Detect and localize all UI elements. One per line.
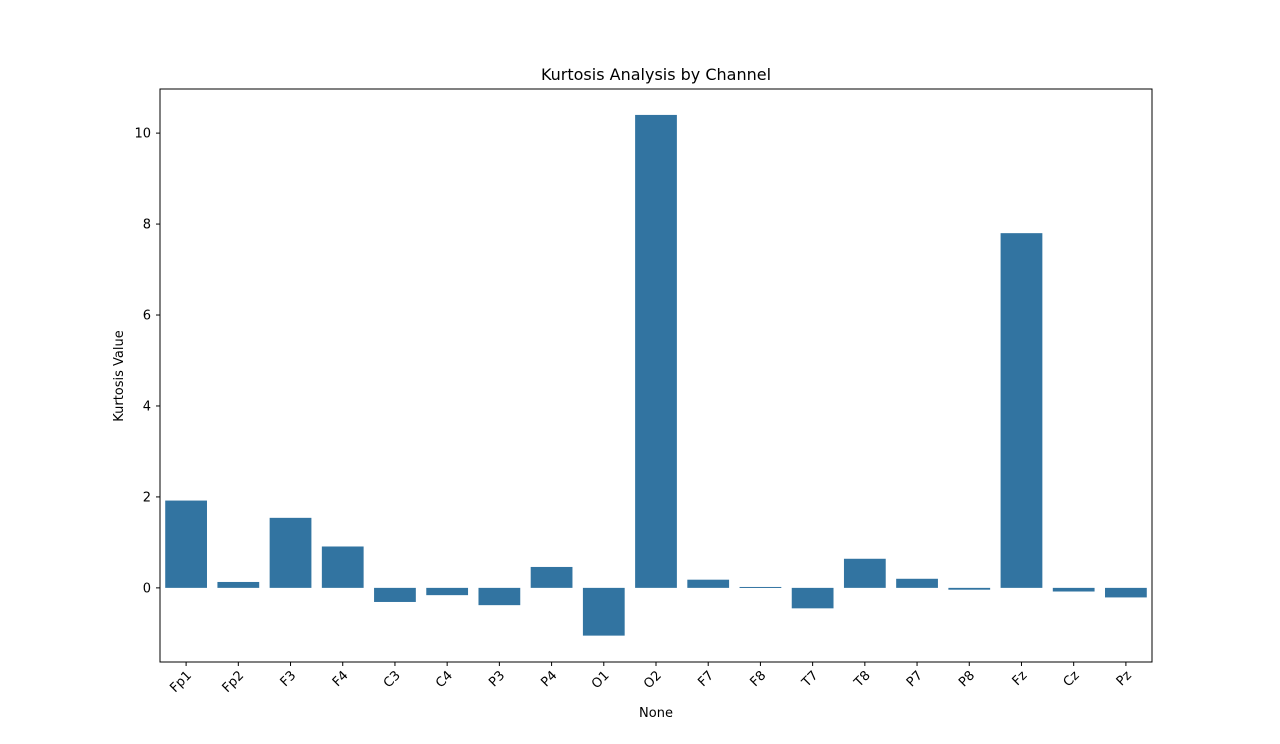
y-axis-ticks: 0 2 4 6 8 10: [134, 127, 160, 596]
bar-cz: [1052, 587, 1095, 592]
x-tick-label: Pz: [1114, 668, 1135, 689]
x-tick-label: F8: [748, 668, 770, 690]
bar-t7: [791, 587, 834, 609]
bar-t8: [843, 558, 886, 588]
bar-c3: [374, 587, 416, 602]
x-tick-label: O1: [589, 668, 613, 692]
x-tick-label: Fz: [1010, 668, 1031, 689]
x-axis-ticks: Fp1 Fp2 F3 F4 C3 C4 P3 P4 O1 O2 F7 F8 T7 T8 P7 P8 Fz Cz Pz: [167, 662, 1135, 696]
bar-p7: [896, 578, 938, 588]
y-tick-label: 0: [143, 581, 151, 596]
bar-f7: [687, 579, 730, 588]
bar-c4: [426, 587, 469, 596]
x-tick-label: C3: [381, 668, 404, 691]
y-tick-label: 6: [143, 309, 151, 324]
x-tick-label: F4: [330, 668, 352, 690]
bar-p8: [948, 587, 991, 590]
x-axis-label: None: [639, 706, 673, 721]
x-tick-label: T8: [851, 668, 874, 691]
bar-o1: [582, 587, 625, 636]
x-tick-label: F7: [695, 668, 717, 690]
bar-f8: [739, 586, 782, 588]
bars-group: [165, 114, 1147, 636]
bar-fp1: [165, 500, 207, 588]
y-tick-label: 4: [143, 399, 151, 414]
bar-o2: [635, 114, 677, 588]
x-tick-label: O2: [641, 668, 665, 692]
x-tick-label: P8: [956, 668, 978, 690]
bar-p4: [530, 566, 573, 588]
x-tick-label: Fp2: [220, 668, 248, 696]
bar-fp2: [217, 581, 260, 588]
x-tick-label: F3: [278, 668, 300, 690]
bar-fz: [1000, 233, 1043, 588]
plot-frame: [159, 88, 1153, 663]
x-tick-label: P3: [486, 668, 508, 690]
bar-pz: [1105, 587, 1147, 598]
bar-f3: [269, 517, 312, 588]
y-axis-label: Kurtosis Value: [112, 330, 127, 422]
y-tick-label: 8: [143, 218, 151, 233]
bar-f4: [321, 546, 364, 588]
x-tick-label: C4: [433, 668, 456, 691]
y-tick-label: 10: [134, 127, 151, 142]
chart-title: Kurtosis Analysis by Channel: [541, 65, 771, 84]
bar-p3: [478, 587, 521, 606]
x-tick-label: Cz: [1061, 668, 1083, 690]
x-tick-label: T7: [799, 668, 822, 691]
y-tick-label: 2: [143, 490, 151, 505]
x-tick-label: Fp1: [167, 668, 195, 696]
x-tick-label: P4: [538, 668, 560, 690]
x-tick-label: P7: [904, 668, 926, 690]
